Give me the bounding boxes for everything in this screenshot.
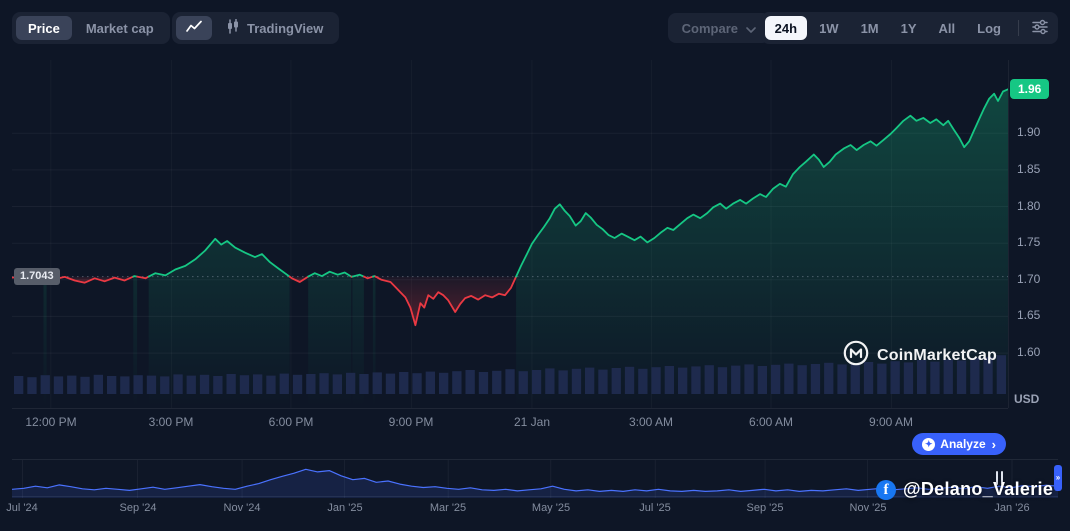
navigator-handle[interactable] bbox=[996, 471, 1006, 485]
navigator-date-label: Jan '25 bbox=[327, 502, 363, 514]
navigator-date-label: Nov '25 bbox=[849, 502, 887, 514]
range-1m[interactable]: 1M bbox=[860, 20, 879, 36]
navigator-date-label: Sep '25 bbox=[746, 502, 784, 514]
sliders-icon bbox=[1032, 19, 1048, 38]
x-axis: 12:00 PM 3:00 PM 6:00 PM 9:00 PM 21 Jan 3:00 … bbox=[12, 408, 1008, 434]
coinmarketcap-watermark-text: CoinMarketCap bbox=[877, 346, 997, 364]
analyze-label: Analyze bbox=[940, 437, 986, 451]
y-axis-label: 1.75 bbox=[1017, 235, 1041, 249]
navigator-date-label: Jan '26 bbox=[994, 502, 1030, 514]
y-axis-label: 1.70 bbox=[1017, 272, 1041, 286]
analyze-button[interactable]: ✦ Analyze › bbox=[912, 433, 1006, 455]
tradingview-button[interactable]: TradingView bbox=[214, 16, 335, 40]
baseline-price-badge: 1.7043 bbox=[14, 268, 60, 285]
market-cap-tab[interactable]: Market cap bbox=[74, 16, 166, 40]
range-log[interactable]: Log bbox=[977, 20, 1001, 36]
y-axis: 1.90 1.85 1.80 1.75 1.70 1.65 1.60 bbox=[1008, 60, 1070, 408]
price-tab[interactable]: Price bbox=[16, 16, 72, 40]
range-1y[interactable]: 1Y bbox=[900, 20, 917, 36]
y-axis-label: 1.90 bbox=[1017, 125, 1041, 139]
divider bbox=[1018, 20, 1019, 36]
navigator-right-handle[interactable]: » bbox=[1054, 465, 1062, 491]
photo-watermark-text: @Delano_Valerie bbox=[903, 479, 1054, 499]
y-axis-label: 1.80 bbox=[1017, 199, 1041, 213]
price-tab-label: Price bbox=[28, 20, 60, 36]
candlestick-icon bbox=[226, 18, 240, 37]
line-chart-icon bbox=[186, 20, 202, 37]
x-axis-label: 6:00 AM bbox=[748, 415, 794, 429]
chevron-right-icon: › bbox=[991, 436, 996, 452]
coinmarketcap-watermark: CoinMarketCap bbox=[843, 340, 997, 371]
tradingview-label: TradingView bbox=[247, 20, 324, 36]
chart-settings-button[interactable] bbox=[1026, 16, 1054, 40]
navigator-date-label: Mar '25 bbox=[429, 502, 467, 514]
line-chart-button[interactable] bbox=[176, 16, 212, 40]
navigator-date-label: Jul '24 bbox=[6, 502, 38, 514]
range-all[interactable]: All bbox=[938, 20, 956, 36]
navigator-date-label: May '25 bbox=[531, 502, 571, 514]
navigator-date-label: Jul '25 bbox=[639, 502, 671, 514]
chevron-down-icon bbox=[746, 21, 756, 36]
x-axis-label: 9:00 PM bbox=[388, 415, 434, 429]
photo-watermark: f @Delano_Valerie bbox=[876, 479, 1053, 500]
x-axis-label: 12:00 PM bbox=[25, 415, 77, 429]
currency-label: USD bbox=[1014, 392, 1040, 406]
y-axis-label: 1.60 bbox=[1017, 345, 1041, 359]
chart-type-toggle: TradingView bbox=[172, 12, 340, 44]
x-axis-label: 3:00 PM bbox=[148, 415, 194, 429]
navigator-labels: Jul '24 Sep '24 Nov '24 Jan '25 Mar '25 May '… bbox=[6, 502, 1058, 518]
x-axis-label: 3:00 AM bbox=[628, 415, 674, 429]
x-axis-label: 9:00 AM bbox=[868, 415, 914, 429]
compare-label: Compare bbox=[681, 20, 738, 36]
price-chart[interactable] bbox=[12, 60, 1008, 408]
y-axis-label: 1.85 bbox=[1017, 162, 1041, 176]
facebook-icon: f bbox=[876, 479, 896, 500]
price-chart-plot[interactable] bbox=[12, 60, 1008, 408]
x-axis-label: 21 Jan bbox=[513, 415, 551, 429]
price-marketcap-toggle: Price Market cap bbox=[12, 12, 170, 44]
time-range-group: 24h 1W 1M 1Y All Log bbox=[760, 12, 1058, 44]
range-1w[interactable]: 1W bbox=[819, 20, 839, 36]
analyze-spark-icon: ✦ bbox=[922, 437, 936, 451]
compare-button[interactable]: Compare bbox=[667, 13, 770, 43]
market-cap-tab-label: Market cap bbox=[85, 20, 154, 36]
y-axis-label: 1.65 bbox=[1017, 308, 1041, 322]
current-price-badge: 1.96 bbox=[1010, 79, 1050, 99]
navigator-date-label: Sep '24 bbox=[119, 502, 157, 514]
range-24h[interactable]: 24h bbox=[764, 16, 808, 40]
navigator-date-label: Nov '24 bbox=[223, 502, 261, 514]
coinmarketcap-logo-icon bbox=[843, 340, 869, 371]
x-axis-label: 6:00 PM bbox=[268, 415, 314, 429]
